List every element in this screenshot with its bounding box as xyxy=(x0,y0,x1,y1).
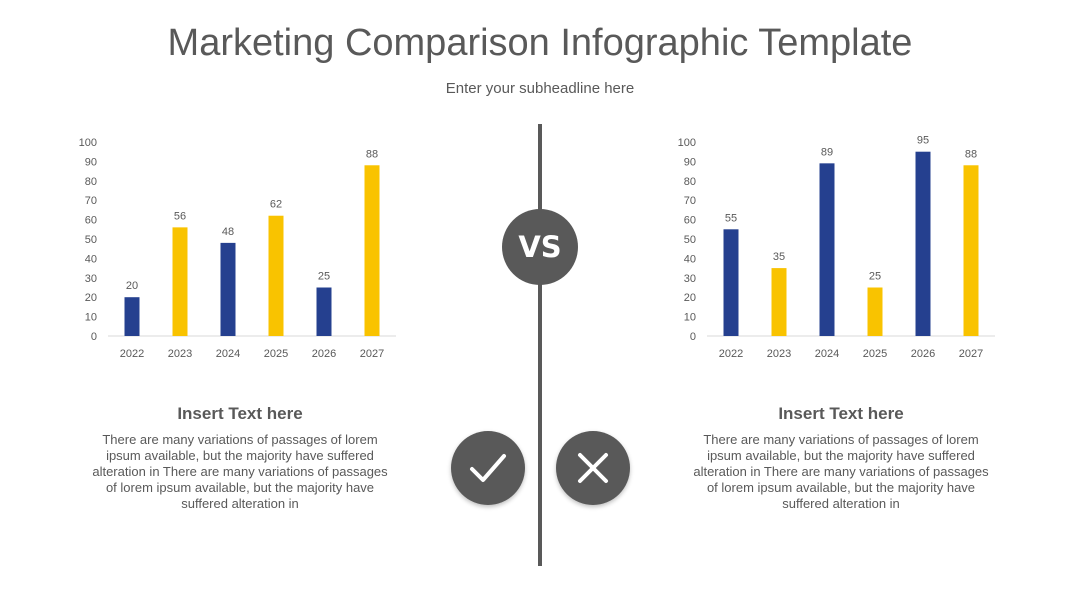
data-label: 25 xyxy=(869,271,881,283)
vs-label: VS xyxy=(518,230,562,264)
x-tick-label: 2025 xyxy=(863,348,887,360)
bar xyxy=(819,163,835,336)
x-tick-label: 2027 xyxy=(959,348,983,360)
left-text-panel: Insert Text here There are many variatio… xyxy=(90,404,390,512)
y-tick-label: 80 xyxy=(85,176,97,188)
check-badge xyxy=(451,431,525,505)
data-label: 48 xyxy=(222,226,234,238)
bar xyxy=(364,165,380,336)
x-tick-label: 2023 xyxy=(767,348,791,360)
y-tick-label: 20 xyxy=(684,292,696,304)
bar xyxy=(723,229,739,336)
data-label: 95 xyxy=(917,135,929,147)
right-panel-body: There are many variations of passages of… xyxy=(693,432,989,511)
data-label: 35 xyxy=(773,251,785,263)
y-tick-label: 30 xyxy=(85,273,97,285)
y-tick-label: 70 xyxy=(684,195,696,207)
x-tick-label: 2026 xyxy=(312,348,336,360)
data-label: 20 xyxy=(126,280,138,292)
right-panel-heading: Insert Text here xyxy=(778,404,904,423)
y-tick-label: 50 xyxy=(684,234,696,246)
y-tick-label: 60 xyxy=(684,215,696,227)
bar xyxy=(963,165,979,336)
x-tick-label: 2025 xyxy=(264,348,288,360)
bar xyxy=(124,297,140,336)
y-tick-label: 90 xyxy=(85,156,97,168)
y-tick-label: 0 xyxy=(91,331,97,343)
x-tick-label: 2024 xyxy=(815,348,839,360)
x-tick-label: 2022 xyxy=(120,348,144,360)
left-bar-chart: 0 10 20 30 40 50 60 70 80 90 100 20 2022 56 2023 48 2024… xyxy=(68,128,408,368)
data-label: 56 xyxy=(174,210,186,222)
left-panel-body: There are many variations of passages of… xyxy=(92,432,388,511)
data-label: 88 xyxy=(965,148,977,160)
bar xyxy=(316,287,332,336)
bar xyxy=(268,215,284,336)
y-tick-label: 100 xyxy=(79,137,97,149)
x-tick-label: 2022 xyxy=(719,348,743,360)
right-text-panel: Insert Text here There are many variatio… xyxy=(691,404,991,512)
y-tick-label: 40 xyxy=(684,253,696,265)
right-bar-chart: 0 10 20 30 40 50 60 70 80 90 100 55 2022 35 2023 89 2024… xyxy=(667,128,1007,368)
y-tick-label: 60 xyxy=(85,215,97,227)
bar xyxy=(915,151,931,336)
y-tick-label: 20 xyxy=(85,292,97,304)
center-divider xyxy=(538,124,542,566)
cross-badge xyxy=(556,431,630,505)
vs-badge: VS xyxy=(502,209,578,285)
check-icon xyxy=(470,454,506,482)
left-panel-heading: Insert Text here xyxy=(177,404,303,423)
data-label: 62 xyxy=(270,199,282,211)
left-chart-svg: 0 10 20 30 40 50 60 70 80 90 100 20 2022 56 2023 48 2024… xyxy=(79,137,396,360)
y-tick-label: 100 xyxy=(678,137,696,149)
x-tick-label: 2024 xyxy=(216,348,240,360)
right-chart-svg: 0 10 20 30 40 50 60 70 80 90 100 55 2022 35 2023 89 2024… xyxy=(678,135,995,360)
y-tick-label: 40 xyxy=(85,253,97,265)
x-tick-label: 2023 xyxy=(168,348,192,360)
y-tick-label: 80 xyxy=(684,176,696,188)
x-tick-label: 2026 xyxy=(911,348,935,360)
page-title: Marketing Comparison Infographic Templat… xyxy=(167,22,913,64)
bar xyxy=(220,242,236,336)
bar xyxy=(771,268,787,336)
y-tick-label: 0 xyxy=(690,331,696,343)
data-label: 89 xyxy=(821,146,833,158)
x-tick-label: 2027 xyxy=(360,348,384,360)
data-label: 88 xyxy=(366,148,378,160)
y-tick-label: 90 xyxy=(684,156,696,168)
page-subtitle: Enter your subheadline here xyxy=(445,80,635,97)
y-tick-label: 70 xyxy=(85,195,97,207)
cross-icon xyxy=(578,453,608,483)
data-label: 25 xyxy=(318,271,330,283)
y-tick-label: 30 xyxy=(684,273,696,285)
bar xyxy=(172,227,188,336)
y-tick-label: 10 xyxy=(85,312,97,324)
data-label: 55 xyxy=(725,212,737,224)
bar xyxy=(867,287,883,336)
y-tick-label: 50 xyxy=(85,234,97,246)
y-tick-label: 10 xyxy=(684,312,696,324)
